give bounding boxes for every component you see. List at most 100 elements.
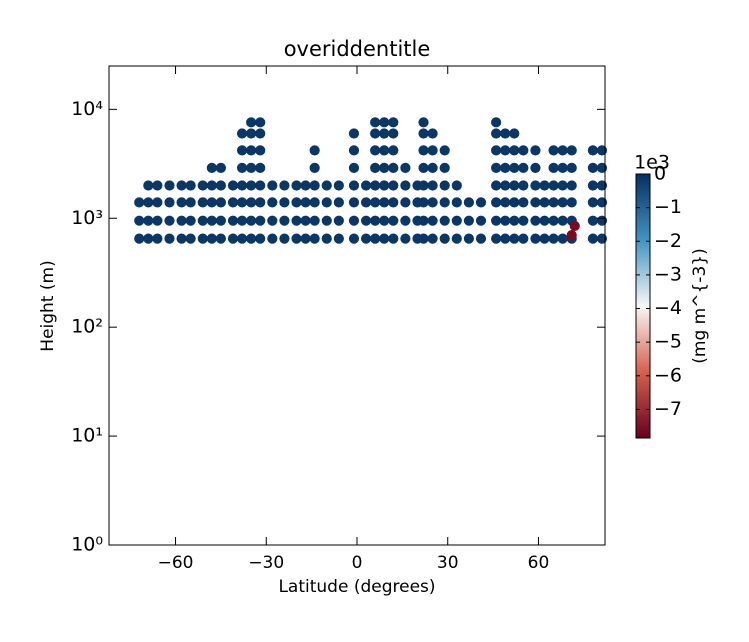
scatter-point bbox=[279, 215, 290, 226]
scatter-point bbox=[370, 180, 381, 191]
scatter-point bbox=[491, 117, 502, 128]
scatter-point bbox=[379, 117, 390, 128]
scatter-point bbox=[596, 197, 608, 208]
scatter-point bbox=[236, 215, 248, 226]
scatter-point bbox=[439, 233, 450, 244]
colorbar-tick-label: −1 bbox=[654, 196, 682, 218]
scatter-point bbox=[267, 197, 278, 208]
scatter-point bbox=[475, 197, 487, 208]
scatter-point bbox=[418, 128, 429, 139]
scatter-point bbox=[500, 233, 511, 244]
scatter-point bbox=[548, 162, 559, 173]
y-tick-label: 10² bbox=[71, 316, 103, 338]
scatter-point bbox=[321, 180, 332, 191]
scatter-point bbox=[557, 162, 568, 173]
scatter-point bbox=[360, 180, 372, 191]
scatter-point bbox=[418, 233, 429, 244]
scatter-point bbox=[236, 233, 248, 244]
scatter-point bbox=[379, 128, 390, 139]
scatter-point bbox=[185, 215, 196, 226]
scatter-point bbox=[509, 215, 520, 226]
scatter-point bbox=[587, 145, 599, 156]
scatter-point bbox=[463, 233, 475, 244]
scatter-point bbox=[500, 197, 511, 208]
scatter-point bbox=[587, 215, 599, 226]
scatter-point bbox=[491, 180, 502, 191]
scatter-point bbox=[548, 215, 559, 226]
scatter-point bbox=[309, 197, 320, 208]
scatter-point bbox=[246, 117, 257, 128]
scatter-point bbox=[255, 215, 266, 226]
scatter-point bbox=[427, 197, 438, 208]
scatter-point bbox=[236, 128, 248, 139]
scatter-point bbox=[215, 180, 227, 191]
scatter-point bbox=[279, 197, 290, 208]
scatter-point bbox=[143, 197, 154, 208]
scatter-point bbox=[475, 215, 487, 226]
scatter-point bbox=[596, 162, 608, 173]
colorbar bbox=[635, 173, 651, 439]
scatter-point bbox=[548, 180, 559, 191]
scatter-point bbox=[246, 215, 257, 226]
scatter-point bbox=[557, 197, 568, 208]
scatter-point bbox=[246, 180, 257, 191]
scatter-point bbox=[255, 128, 266, 139]
x-tick-label: 0 bbox=[352, 553, 363, 573]
scatter-point bbox=[236, 145, 248, 156]
scatter-point bbox=[246, 162, 257, 173]
scatter-point bbox=[548, 197, 559, 208]
scatter-point bbox=[530, 197, 541, 208]
scatter-point bbox=[388, 162, 399, 173]
scatter-point bbox=[451, 233, 462, 244]
scatter-point bbox=[236, 162, 248, 173]
scatter-point bbox=[530, 215, 541, 226]
scatter-point bbox=[463, 215, 475, 226]
scatter-point bbox=[321, 197, 332, 208]
scatter-point bbox=[530, 233, 541, 244]
scatter-point bbox=[596, 180, 608, 191]
scatter-point bbox=[134, 197, 145, 208]
scatter-point bbox=[518, 197, 529, 208]
scatter-point bbox=[451, 215, 462, 226]
scatter-point bbox=[370, 215, 381, 226]
y-tick-label: 10⁰ bbox=[71, 534, 103, 556]
chart-title: overiddentitle bbox=[284, 37, 431, 61]
scatter-point bbox=[596, 233, 608, 244]
colorbar-tick-label: −5 bbox=[654, 331, 682, 353]
colorbar-tick-label: −4 bbox=[654, 297, 682, 319]
scatter-point bbox=[530, 162, 541, 173]
scatter-point bbox=[518, 215, 529, 226]
scatter-point bbox=[557, 215, 568, 226]
scatter-point bbox=[400, 180, 411, 191]
plot-frame bbox=[108, 65, 606, 546]
scatter-point bbox=[176, 215, 187, 226]
scatter-point bbox=[309, 180, 320, 191]
scatter-point bbox=[569, 220, 580, 232]
scatter-point bbox=[491, 215, 502, 226]
scatter-point bbox=[255, 117, 266, 128]
scatter-point bbox=[548, 145, 559, 156]
scatter-point bbox=[388, 117, 399, 128]
scatter-point bbox=[427, 128, 438, 139]
scatter-point bbox=[400, 233, 411, 244]
scatter-point bbox=[500, 215, 511, 226]
scatter-point bbox=[215, 197, 227, 208]
scatter-point bbox=[379, 215, 390, 226]
scatter-point bbox=[291, 215, 302, 226]
scatter-point bbox=[500, 162, 511, 173]
scatter-point bbox=[152, 233, 163, 244]
scatter-point bbox=[491, 233, 502, 244]
scatter-point bbox=[164, 197, 175, 208]
scatter-point bbox=[388, 215, 399, 226]
scatter-point bbox=[427, 233, 438, 244]
scatter-point bbox=[152, 197, 163, 208]
scatter-point bbox=[509, 162, 520, 173]
scatter-point bbox=[566, 230, 577, 241]
scatter-point bbox=[206, 180, 217, 191]
scatter-point bbox=[388, 197, 399, 208]
scatter-point bbox=[215, 162, 227, 173]
scatter-point bbox=[427, 180, 438, 191]
scatter-point bbox=[197, 215, 208, 226]
scatter-point bbox=[509, 197, 520, 208]
